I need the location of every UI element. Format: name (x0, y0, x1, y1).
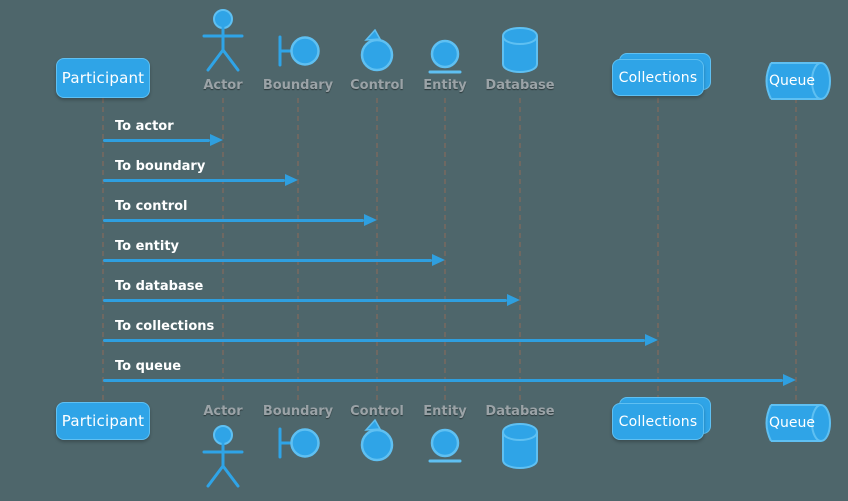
collections-label: Collections (618, 413, 698, 430)
queue-label: Queue (769, 415, 815, 431)
entity-icon-top (427, 36, 463, 78)
actor-icon-top (199, 8, 247, 74)
database-label-top: Database (485, 78, 555, 93)
participant-label: Participant (61, 69, 145, 87)
message-label: To entity (115, 239, 180, 254)
boundary-label-bottom: Boundary (262, 404, 334, 419)
control-label-bottom: Control (350, 404, 404, 419)
lifeline-control (376, 98, 378, 403)
control-icon-top (358, 28, 396, 73)
actor-label-bottom: Actor (203, 404, 243, 419)
queue-cylinder-icon (761, 404, 833, 446)
entity-label-top: Entity (423, 78, 467, 93)
message-label: To collections (115, 319, 215, 334)
message-label: To queue (115, 359, 182, 374)
message-arrowhead (507, 294, 520, 306)
collections-bottom: Collections (612, 403, 704, 440)
message-arrow-line (103, 219, 364, 222)
queue-cylinder-icon (761, 62, 833, 104)
lifeline-collections (657, 98, 659, 403)
lifeline-boundary (297, 98, 299, 403)
actor-label-top: Actor (203, 78, 243, 93)
queue-top: Queue (761, 62, 833, 100)
message-arrow-line (103, 299, 507, 302)
boundary-icon-bottom (275, 423, 321, 463)
message-arrow-line (103, 139, 210, 142)
message-label: To control (115, 199, 188, 214)
participant-top: Participant (56, 58, 150, 98)
message-arrow-line (103, 179, 285, 182)
control-label-top: Control (350, 78, 404, 93)
message-arrow-line (103, 379, 783, 382)
lifeline-queue (795, 98, 797, 403)
message-label: To database (115, 279, 204, 294)
boundary-icon-top (275, 31, 321, 71)
message-arrowhead (645, 334, 658, 346)
message-arrowhead (210, 134, 223, 146)
message-label: To actor (115, 119, 174, 134)
entity-icon-bottom (427, 425, 463, 467)
lifeline-entity (444, 98, 446, 403)
lifeline-actor (222, 98, 224, 403)
queue-bottom: Queue (761, 404, 833, 442)
message-label: To boundary (115, 159, 206, 174)
queue-label: Queue (769, 73, 815, 89)
collections-top: Collections (612, 59, 704, 96)
message-arrowhead (783, 374, 796, 386)
participant-label: Participant (61, 412, 145, 430)
lifeline-participant (102, 98, 104, 403)
message-arrowhead (364, 214, 377, 226)
boundary-label-top: Boundary (262, 78, 334, 93)
entity-label-bottom: Entity (423, 404, 467, 419)
participant-bottom: Participant (56, 402, 150, 440)
database-label-bottom: Database (485, 404, 555, 419)
actor-icon-bottom (199, 424, 247, 490)
lifeline-database (519, 98, 521, 403)
message-arrowhead (285, 174, 298, 186)
collections-label: Collections (618, 69, 698, 86)
control-icon-bottom (358, 418, 396, 463)
message-arrowhead (432, 254, 445, 266)
database-icon-bottom (499, 422, 541, 470)
message-arrow-line (103, 339, 645, 342)
message-arrow-line (103, 259, 432, 262)
database-icon-top (499, 26, 541, 74)
